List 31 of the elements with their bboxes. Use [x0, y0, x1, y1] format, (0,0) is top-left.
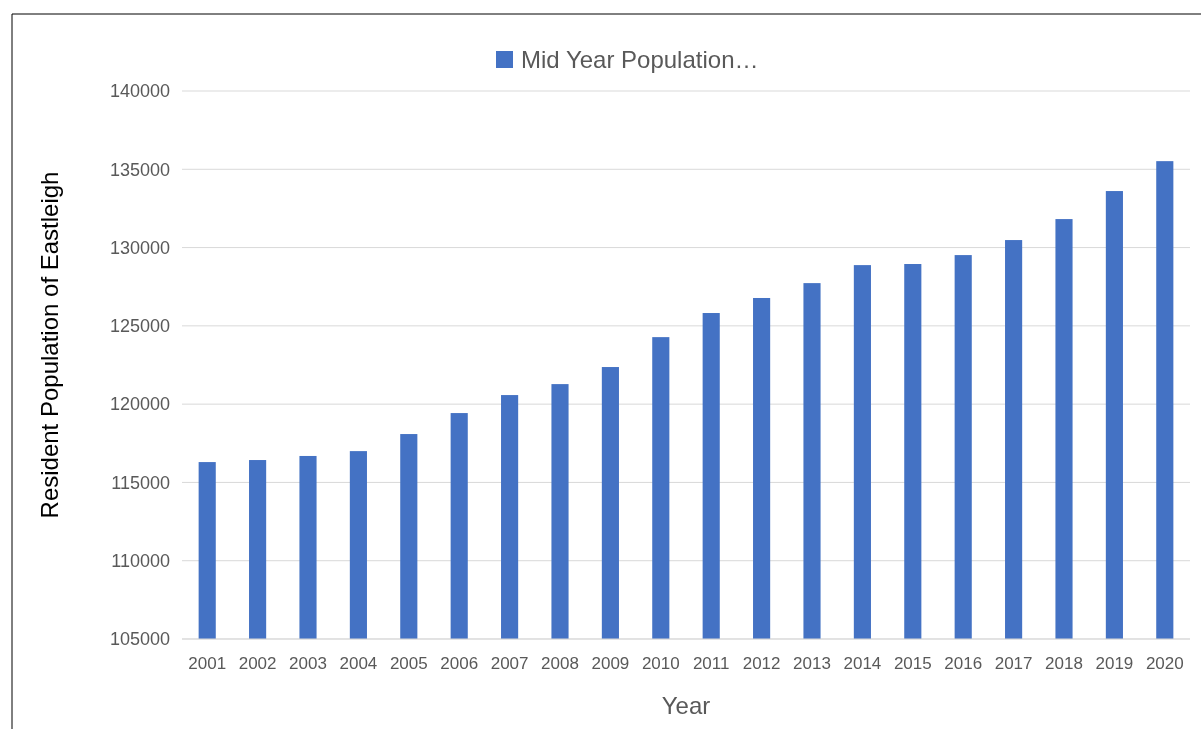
- x-tick-label: 2015: [893, 654, 932, 673]
- x-tick-label: 2003: [289, 654, 327, 673]
- y-tick-label: 130000: [109, 237, 170, 258]
- x-tick-label: 2014: [843, 654, 882, 673]
- x-tick-label: 2006: [440, 654, 479, 673]
- x-tick-label: 2009: [591, 654, 630, 673]
- x-tick-label: 2012: [742, 654, 781, 673]
- y-tick-label: 125000: [109, 316, 170, 337]
- x-tick-label: 2001: [188, 654, 227, 673]
- x-tick-label: 2019: [1095, 654, 1134, 673]
- x-tick-label: 2002: [238, 654, 277, 673]
- legend-label: Mid Year Population…: [521, 46, 759, 73]
- x-axis-title: Year: [661, 692, 711, 719]
- x-tick-label: 2007: [490, 654, 529, 673]
- x-tick-label: 2011: [692, 654, 730, 673]
- y-tick-label: 110000: [111, 551, 170, 572]
- x-tick-label: 2010: [641, 654, 680, 673]
- y-tick-label: 135000: [109, 159, 170, 180]
- x-tick-label: 2004: [339, 654, 378, 673]
- x-tick-label: 2020: [1145, 654, 1184, 673]
- x-tick-label: 2013: [793, 654, 831, 673]
- y-tick-label: 140000: [109, 81, 170, 102]
- x-tick-label: 2008: [541, 654, 579, 673]
- y-tick-label: 105000: [109, 629, 170, 650]
- x-tick-label: 2005: [389, 654, 428, 673]
- y-axis-title: Resident Population of Eastleigh: [36, 171, 63, 519]
- y-tick-label: 120000: [109, 394, 170, 415]
- x-tick-label: 2017: [994, 654, 1033, 673]
- x-tick-label: 2016: [944, 654, 983, 673]
- x-tick-label: 2018: [1045, 654, 1083, 673]
- y-tick-label: 115000: [111, 472, 170, 493]
